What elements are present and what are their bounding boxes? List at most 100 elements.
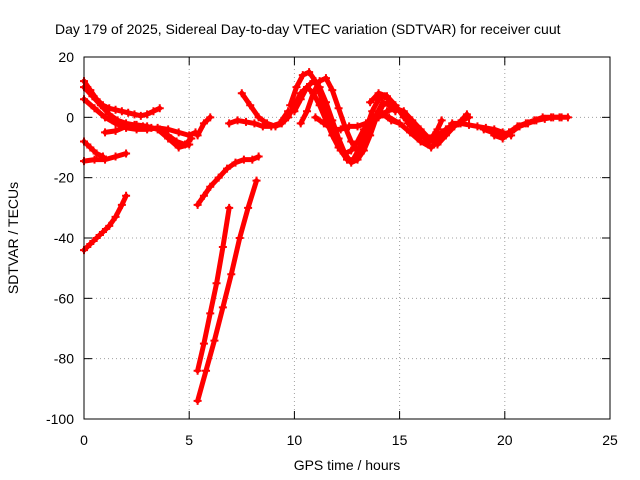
data-point: [111, 212, 120, 221]
data-point: [433, 125, 442, 134]
data-point: [122, 191, 131, 200]
data-point: [292, 83, 301, 92]
data-point: [111, 126, 120, 135]
data-point: [334, 104, 343, 113]
series-arc-10: [193, 203, 234, 375]
data-point: [353, 155, 362, 164]
series-line: [81, 139, 106, 160]
data-point: [155, 104, 164, 113]
series-arc-22: [429, 116, 446, 140]
data-point: [143, 122, 152, 131]
series-line: [298, 75, 398, 153]
data-point: [412, 128, 421, 137]
data-point: [117, 200, 126, 209]
data-point: [235, 234, 244, 242]
data-point: [231, 158, 240, 167]
data-point: [399, 107, 408, 116]
data-point: [143, 110, 152, 119]
data-point: [92, 149, 101, 158]
data-point: [111, 105, 120, 114]
data-point: [404, 119, 413, 128]
x-tick-label: 0: [80, 432, 88, 448]
y-tick-label: -100: [46, 411, 74, 427]
data-point: [254, 152, 263, 161]
data-point: [441, 131, 450, 140]
y-axis-label: SDTVAR / TECUs: [5, 182, 21, 294]
data-point: [515, 122, 524, 131]
data-point: [225, 119, 234, 128]
data-point: [149, 107, 158, 116]
data-point: [353, 122, 362, 131]
data-point: [296, 95, 305, 104]
data-point: [237, 89, 246, 98]
data-point: [298, 71, 307, 80]
data-point: [374, 89, 383, 98]
data-point: [557, 113, 566, 122]
data-point: [185, 131, 194, 140]
data-point: [319, 119, 328, 128]
data-point: [378, 98, 387, 107]
data-point: [96, 101, 105, 110]
data-point: [86, 143, 95, 152]
data-point: [199, 339, 208, 348]
data-point: [532, 116, 541, 125]
data-point: [416, 137, 425, 146]
data-point: [252, 176, 261, 185]
data-point: [309, 89, 318, 98]
data-point: [90, 155, 99, 164]
data-point: [193, 366, 202, 375]
data-point: [473, 122, 482, 131]
series-arc-7: [80, 149, 131, 166]
data-point: [340, 149, 349, 158]
series-arc-5: [193, 113, 215, 140]
data-point: [284, 113, 293, 122]
data-point: [90, 104, 99, 113]
series-arc-8: [80, 191, 131, 255]
data-point: [218, 243, 227, 252]
data-point: [479, 125, 488, 134]
x-axis-label: GPS time / hours: [294, 457, 401, 473]
data-point: [242, 117, 251, 126]
data-point: [250, 119, 259, 128]
data-point: [164, 125, 173, 134]
data-point: [315, 77, 324, 86]
data-point: [105, 221, 114, 230]
data-point: [248, 155, 257, 164]
data-point: [540, 114, 549, 123]
series-line: [195, 178, 259, 404]
data-point: [290, 107, 299, 116]
data-point: [258, 122, 267, 131]
data-point: [305, 68, 314, 77]
data-point: [111, 152, 120, 161]
data-point: [382, 107, 391, 116]
data-point: [86, 240, 95, 249]
data-point: [225, 203, 234, 212]
data-point: [111, 119, 120, 128]
data-point: [361, 119, 370, 128]
data-point: [132, 120, 141, 129]
data-point: [334, 134, 343, 143]
data-point: [347, 158, 356, 167]
data-point: [214, 173, 223, 182]
data-point: [523, 119, 532, 128]
data-point: [321, 74, 330, 83]
y-tick-label: -40: [54, 230, 74, 246]
data-point: [437, 128, 446, 137]
data-point: [193, 200, 202, 209]
data-point: [210, 336, 219, 345]
x-tick-label: 25: [602, 432, 618, 448]
data-point: [124, 108, 133, 117]
data-point: [153, 125, 162, 134]
data-point: [263, 119, 272, 128]
x-tick-label: 10: [287, 432, 303, 448]
x-tick-label: 5: [185, 432, 193, 448]
axis-ticks: -100 -80 -60 -40 -20 0 20 0 5 10 15 20 25: [46, 49, 618, 448]
data-point: [408, 116, 417, 125]
data-point: [233, 116, 242, 125]
data-point: [246, 101, 255, 110]
data-point: [185, 140, 194, 149]
y-tick-label: 0: [66, 109, 74, 125]
series-arc-11: [193, 176, 261, 405]
data-point: [122, 122, 131, 131]
data-point: [490, 131, 499, 140]
